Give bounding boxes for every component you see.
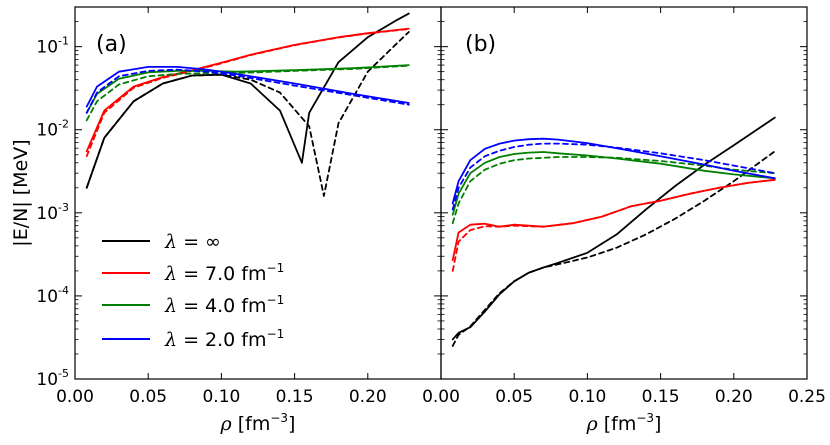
legend-l7-eq: =: [177, 263, 205, 285]
legend-entry-l7: λ = 7.0 fm−1: [102, 261, 284, 285]
panel-a-xtick-label: 0.10: [202, 387, 240, 407]
panel-a-xlabel-unit: [fm: [232, 413, 271, 435]
y-tick-label: 10-1: [36, 35, 69, 58]
panel-b-xtick-label: 0.20: [715, 387, 753, 407]
panel-b-xlabel-unit: [fm: [598, 413, 637, 435]
panel-a-label: (a): [96, 32, 127, 57]
y-tick-base: 10: [36, 204, 58, 224]
legend-l2-exp: −1: [267, 327, 285, 341]
panel-b-xtick-label: 0.25: [788, 387, 826, 407]
panel-b: 0.00 0.05 0.10 0.15 0.20 0.25 (b) ρ [fm−3]: [422, 6, 826, 435]
panel-b-series-l4-solid: [451, 151, 776, 216]
y-tick-exp: -2: [58, 118, 69, 131]
legend-l4-symbol: λ: [164, 295, 177, 317]
legend-l4-exp: −1: [267, 293, 285, 307]
y-tick-exp: -5: [58, 367, 69, 380]
panel-b-series-inf-dashed: [451, 150, 776, 347]
panel-b-series-l2-solid: [451, 137, 776, 205]
panel-a-series-l7-solid: [85, 27, 410, 153]
legend-l7-exp: −1: [267, 261, 285, 275]
panel-a-frame: [74, 6, 442, 380]
legend-label-l4: λ = 4.0 fm−1: [164, 293, 284, 317]
legend-l7-value: 7.0: [205, 263, 235, 285]
panel-a-series-l2-solid: [85, 66, 410, 108]
panel-a-series-inf-dashed: [85, 31, 410, 197]
panel-a-series-l7-dashed: [85, 28, 410, 158]
panel-a-xticks: 0.00 0.05 0.10 0.15 0.20: [56, 7, 387, 407]
y-tick-label: 10-3: [36, 201, 69, 224]
y-tick-exp: -4: [58, 284, 69, 297]
panel-a-xtick-label: 0.15: [276, 387, 314, 407]
legend-l7-unit: fm: [235, 263, 266, 285]
panel-b-plot: [451, 116, 776, 347]
y-tick-exp: -1: [58, 35, 69, 48]
legend-l4-eq: =: [177, 295, 205, 317]
legend-l4-value: 4.0: [205, 295, 235, 317]
legend-entry-inf: λ = ∞: [102, 231, 221, 253]
y-tick-base: 10: [36, 121, 58, 141]
panel-b-xlabel-close: ]: [654, 413, 661, 435]
panel-a-xlabel-symbol: ρ: [220, 413, 233, 435]
panel-b-xlabel-exp: −3: [636, 411, 654, 425]
panel-b-xtick-label: 0.10: [568, 387, 606, 407]
y-axis-label: |E/N| [MeV]: [10, 139, 32, 246]
y-tick-base: 10: [36, 287, 58, 307]
legend-label-l2: λ = 2.0 fm−1: [164, 327, 284, 351]
panel-b-series-l4-dashed: [451, 156, 776, 225]
legend-l2-unit: fm: [235, 329, 266, 351]
panel-b-xticks: 0.00 0.05 0.10 0.15 0.20 0.25: [422, 7, 826, 407]
panel-b-series-l2-dashed: [451, 142, 776, 211]
legend-l2-value: 2.0: [205, 329, 235, 351]
legend-l7-symbol: λ: [164, 263, 177, 285]
panel-a-xtick-label: 0.20: [349, 387, 387, 407]
legend-label-inf: λ = ∞: [164, 231, 221, 253]
legend: λ = ∞ λ = 7.0 fm−1 λ = 4.0 fm−1 λ = 2.0 …: [102, 231, 284, 351]
panel-b-x-axis-label: ρ [fm−3]: [586, 411, 662, 435]
legend-inf-value: ∞: [205, 231, 221, 253]
panel-a-yticks: 10-110-210-310-410-5: [36, 21, 441, 390]
panel-a-series-inf-solid: [85, 12, 410, 189]
panel-b-xtick-label: 0.05: [495, 387, 533, 407]
panel-a-xlabel-exp: −3: [270, 411, 288, 425]
panel-b-frame: [440, 6, 808, 380]
panel-b-series-l7-dashed: [451, 178, 776, 272]
panel-a: 10-110-210-310-410-5 0.00 0.05 0.10 0.15 0.2…: [36, 6, 442, 435]
y-tick-label: 10-4: [36, 284, 69, 307]
legend-inf-eq: =: [177, 231, 205, 253]
panel-a-series-l2-dashed: [85, 68, 410, 114]
panel-b-xtick-label: 0.15: [642, 387, 680, 407]
y-tick-label: 10-5: [36, 367, 69, 390]
legend-l2-symbol: λ: [164, 329, 177, 351]
y-tick-base: 10: [36, 38, 58, 58]
legend-entry-l4: λ = 4.0 fm−1: [102, 293, 284, 317]
panel-a-xtick-label: 0.05: [129, 387, 167, 407]
panel-a-series-l4-dashed: [85, 64, 410, 122]
panel-a-xlabel-close: ]: [288, 413, 295, 435]
panel-a-x-axis-label: ρ [fm−3]: [220, 411, 296, 435]
legend-entry-l2: λ = 2.0 fm−1: [102, 327, 284, 351]
legend-l2-eq: =: [177, 329, 205, 351]
panel-b-xtick-label: 0.00: [422, 387, 460, 407]
legend-label-l7: λ = 7.0 fm−1: [164, 261, 284, 285]
legend-inf-symbol: λ: [164, 231, 177, 253]
panel-a-plot: [85, 12, 410, 197]
panel-b-series-l7-solid: [451, 178, 776, 262]
y-tick-exp: -3: [58, 201, 69, 214]
panel-a-xtick-label: 0.00: [56, 387, 94, 407]
legend-l4-unit: fm: [235, 295, 266, 317]
panel-b-xlabel-symbol: ρ: [586, 413, 599, 435]
panel-b-label: (b): [465, 32, 496, 57]
y-tick-label: 10-2: [36, 118, 69, 141]
y-tick-base: 10: [36, 370, 58, 390]
